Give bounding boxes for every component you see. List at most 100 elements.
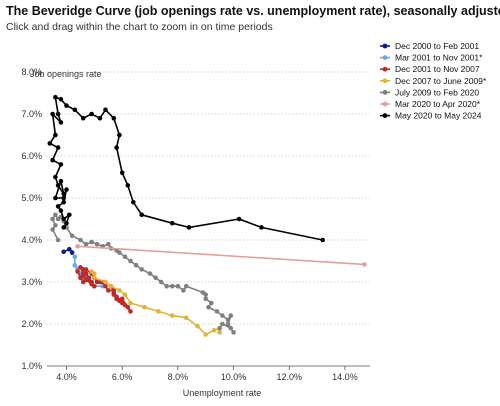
data-point[interactable] [50, 227, 55, 232]
data-point[interactable] [131, 199, 136, 205]
legend-item[interactable]: Dec 2007 to June 2009* [380, 76, 487, 86]
data-point[interactable] [225, 321, 231, 327]
data-point[interactable] [64, 187, 69, 192]
data-point[interactable] [153, 275, 158, 281]
data-point[interactable] [228, 325, 234, 331]
data-point[interactable] [362, 262, 367, 267]
data-point[interactable] [211, 328, 217, 333]
data-point[interactable] [220, 313, 225, 318]
data-point[interactable] [128, 300, 133, 306]
data-point[interactable] [228, 313, 234, 318]
legend-item[interactable]: Mar 2020 to Apr 2020* [380, 99, 481, 109]
data-point[interactable] [75, 269, 80, 274]
data-point[interactable] [320, 237, 326, 243]
legend-item[interactable]: Dec 2001 to Nov 2007 [380, 64, 480, 74]
data-point[interactable] [83, 271, 89, 276]
data-point[interactable] [106, 288, 111, 293]
data-point[interactable] [92, 271, 97, 276]
data-point[interactable] [117, 132, 122, 138]
data-point[interactable] [58, 97, 64, 102]
series-4[interactable] [89, 269, 222, 337]
data-point[interactable] [55, 145, 61, 150]
data-point[interactable] [203, 296, 208, 302]
data-point[interactable] [53, 132, 58, 138]
data-point[interactable] [128, 258, 133, 264]
data-point[interactable] [125, 304, 131, 310]
data-point[interactable] [170, 283, 175, 289]
data-point[interactable] [122, 292, 128, 297]
data-point[interactable] [67, 246, 72, 252]
data-point[interactable] [55, 216, 61, 222]
data-point[interactable] [61, 191, 66, 197]
data-point[interactable] [78, 237, 83, 243]
data-point[interactable] [125, 183, 131, 188]
data-point[interactable] [64, 103, 69, 108]
data-point[interactable] [133, 262, 139, 268]
data-point[interactable] [117, 288, 122, 293]
data-point[interactable] [89, 239, 94, 245]
data-point[interactable] [119, 170, 125, 176]
data-point[interactable] [83, 241, 89, 247]
series-line[interactable] [49, 96, 323, 241]
data-point[interactable] [97, 115, 103, 121]
data-point[interactable] [156, 309, 161, 314]
data-point[interactable] [206, 304, 211, 310]
data-point[interactable] [122, 254, 128, 260]
data-point[interactable] [147, 271, 153, 276]
data-point[interactable] [78, 265, 83, 270]
data-point[interactable] [170, 313, 175, 318]
data-point[interactable] [61, 199, 66, 205]
data-point[interactable] [55, 111, 61, 117]
data-point[interactable] [203, 332, 208, 337]
data-point[interactable] [200, 290, 206, 295]
data-point[interactable] [103, 283, 108, 289]
data-point[interactable] [181, 288, 186, 293]
legend-item[interactable]: Dec 2000 to Feb 2001 [380, 41, 479, 51]
series-7[interactable] [47, 94, 326, 243]
data-point[interactable] [225, 317, 231, 323]
data-point[interactable] [58, 120, 64, 125]
data-point[interactable] [92, 275, 97, 281]
data-point[interactable] [55, 237, 61, 243]
series-6[interactable] [75, 244, 367, 267]
data-point[interactable] [53, 223, 58, 228]
series-line[interactable] [91, 270, 221, 336]
data-point[interactable] [72, 262, 78, 268]
data-point[interactable] [89, 281, 94, 287]
data-point[interactable] [53, 174, 58, 180]
data-point[interactable] [55, 183, 61, 188]
data-point[interactable] [67, 212, 72, 218]
data-point[interactable] [111, 288, 117, 293]
data-point[interactable] [58, 178, 64, 184]
data-point[interactable] [89, 111, 94, 117]
data-point[interactable] [94, 241, 100, 247]
legend-item[interactable]: July 2009 to Feb 2020 [380, 87, 479, 97]
data-point[interactable] [53, 195, 58, 201]
data-point[interactable] [186, 225, 192, 230]
data-point[interactable] [108, 283, 114, 289]
data-point[interactable] [220, 321, 225, 327]
data-point[interactable] [217, 330, 222, 335]
data-point[interactable] [158, 279, 164, 285]
data-point[interactable] [50, 216, 55, 222]
data-point[interactable] [214, 309, 220, 314]
data-point[interactable] [94, 279, 100, 285]
data-point[interactable] [114, 296, 119, 302]
data-point[interactable] [139, 212, 144, 218]
data-point[interactable] [47, 141, 53, 146]
data-point[interactable] [114, 145, 119, 150]
data-point[interactable] [175, 283, 181, 289]
data-point[interactable] [61, 216, 66, 222]
data-point[interactable] [69, 233, 75, 239]
data-point[interactable] [103, 279, 108, 285]
data-point[interactable] [103, 107, 108, 113]
data-point[interactable] [259, 225, 264, 230]
data-point[interactable] [183, 315, 189, 321]
data-point[interactable] [55, 204, 61, 209]
data-point[interactable] [61, 249, 66, 255]
data-point[interactable] [106, 241, 111, 247]
data-point[interactable] [72, 107, 78, 113]
series-1[interactable] [61, 246, 75, 255]
data-point[interactable] [139, 267, 144, 272]
